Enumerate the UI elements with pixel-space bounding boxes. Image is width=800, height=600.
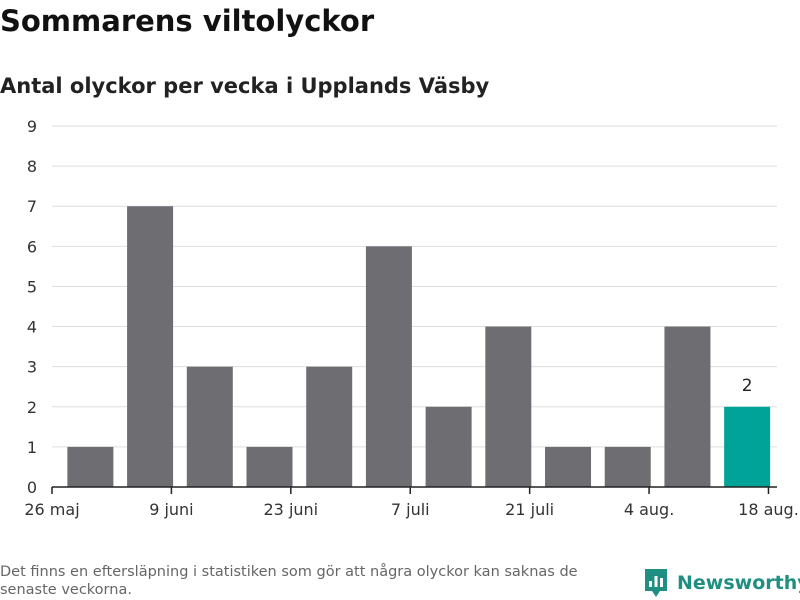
x-tick-label: 4 aug.: [624, 500, 674, 519]
chart-subtitle: Antal olyckor per vecka i Upplands Väsby: [0, 74, 490, 98]
newsworthy-logo-icon: [645, 569, 667, 597]
bar-highlight: [724, 406, 771, 487]
bar: [246, 446, 293, 487]
x-tick-label: 7 juli: [391, 500, 430, 519]
bar: [306, 366, 353, 487]
y-tick-label: 2: [27, 398, 37, 417]
bar: [365, 246, 412, 487]
bar: [127, 206, 174, 487]
footnote: Det finns en eftersläpning i statistiken…: [0, 564, 578, 598]
x-tick-label: 23 juni: [264, 500, 319, 519]
x-tick-label: 9 juni: [149, 500, 193, 519]
brand-name: Newsworthy: [677, 572, 800, 594]
y-tick-label: 8: [27, 157, 37, 176]
x-tick-label: 21 juli: [505, 500, 554, 519]
y-tick-label: 1: [27, 438, 37, 457]
y-tick-label: 5: [27, 277, 37, 296]
y-tick-label: 7: [27, 197, 37, 216]
bar: [545, 446, 592, 487]
x-tick-label: 18 aug.: [738, 500, 799, 519]
brand-logo: Newsworthy: [643, 566, 800, 600]
y-tick-label: 9: [27, 117, 37, 136]
bar: [67, 446, 114, 487]
y-tick-label: 3: [27, 358, 37, 377]
bar-value-label: 2: [742, 376, 753, 396]
y-tick-label: 6: [27, 237, 37, 256]
bar: [664, 326, 711, 487]
bar: [604, 446, 651, 487]
y-tick-label: 4: [27, 318, 37, 337]
y-tick-label: 0: [27, 478, 37, 497]
bar: [485, 326, 532, 487]
bar: [425, 406, 472, 487]
x-tick-label: 26 maj: [24, 500, 79, 519]
bar-chart: 0 1 2 3 4 5 6 7 8 9 2 26 maj 9 juni 23 juni 7 juli 21 j…: [24, 117, 799, 519]
bar: [186, 366, 233, 487]
chart-title: Sommarens viltolyckor: [0, 4, 375, 38]
